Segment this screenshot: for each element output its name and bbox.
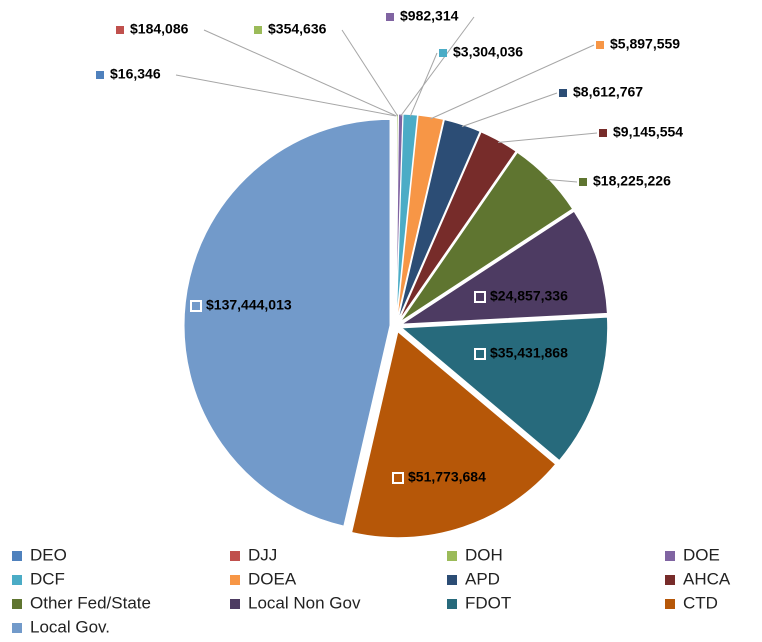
legend-label: DJJ (248, 545, 277, 564)
label-key (190, 300, 202, 312)
legend-label: DOH (465, 545, 503, 564)
pie-slice (397, 119, 481, 321)
legend-key (665, 551, 675, 561)
legend-label: Local Non Gov (248, 593, 361, 612)
leader-line (175, 74, 397, 117)
leader-line (546, 178, 578, 183)
legend-key (447, 575, 457, 585)
legend-label: DOE (683, 545, 720, 564)
legend-label: APD (465, 569, 500, 588)
leader-line (461, 92, 558, 128)
legend-key (665, 599, 675, 609)
leader-line (498, 132, 598, 143)
data-label: $24,857,336 (490, 288, 568, 304)
pie-slice (400, 316, 609, 462)
legend-key (447, 599, 457, 609)
legend-label: AHCA (683, 569, 731, 588)
legend-label: Local Gov. (30, 617, 110, 636)
legend-label: DCF (30, 569, 65, 588)
label-key (96, 71, 104, 79)
legend-key (12, 599, 22, 609)
legend-label: CTD (683, 593, 718, 612)
data-label: $354,636 (268, 21, 327, 37)
label-key (392, 472, 404, 484)
legend-key (12, 575, 22, 585)
leader-line (430, 44, 595, 120)
data-label: $5,897,559 (610, 36, 680, 52)
legend-key (12, 623, 22, 633)
legend-key (230, 575, 240, 585)
pie-slice (398, 131, 517, 322)
legend-key (230, 551, 240, 561)
label-key (596, 41, 604, 49)
legend-key (447, 551, 457, 561)
pie-slice (399, 210, 608, 325)
label-key (579, 178, 587, 186)
label-key (474, 291, 486, 303)
data-label: $51,773,684 (408, 469, 486, 485)
data-label: $3,304,036 (453, 44, 523, 60)
label-key (439, 49, 447, 57)
legend-key (12, 551, 22, 561)
data-label: $982,314 (400, 8, 459, 24)
data-label: $137,444,013 (206, 297, 292, 313)
label-key (254, 26, 262, 34)
data-label: $9,145,554 (613, 124, 683, 140)
data-label: $18,225,226 (593, 173, 671, 189)
leader-line (341, 29, 399, 117)
pie-slice (351, 330, 557, 539)
data-label: $184,086 (130, 21, 189, 37)
legend-key (230, 599, 240, 609)
label-key (386, 13, 394, 21)
legend-key (665, 575, 675, 585)
data-label: $16,346 (110, 66, 161, 82)
leader-line (203, 29, 397, 117)
data-label: $8,612,767 (573, 84, 643, 100)
label-key (599, 129, 607, 137)
legend-label: Other Fed/State (30, 593, 151, 612)
leader-line (400, 16, 475, 117)
pie-slice (396, 114, 445, 321)
label-key (474, 348, 486, 360)
leader-line (409, 52, 438, 117)
pie-slice (183, 118, 391, 527)
data-label: $35,431,868 (490, 345, 568, 361)
pie-slice (399, 151, 574, 323)
legend-label: DEO (30, 545, 67, 564)
pie-slice (395, 113, 419, 321)
legend-label: FDOT (465, 593, 511, 612)
label-key (559, 89, 567, 97)
legend-label: DOEA (248, 569, 297, 588)
label-key (116, 26, 124, 34)
